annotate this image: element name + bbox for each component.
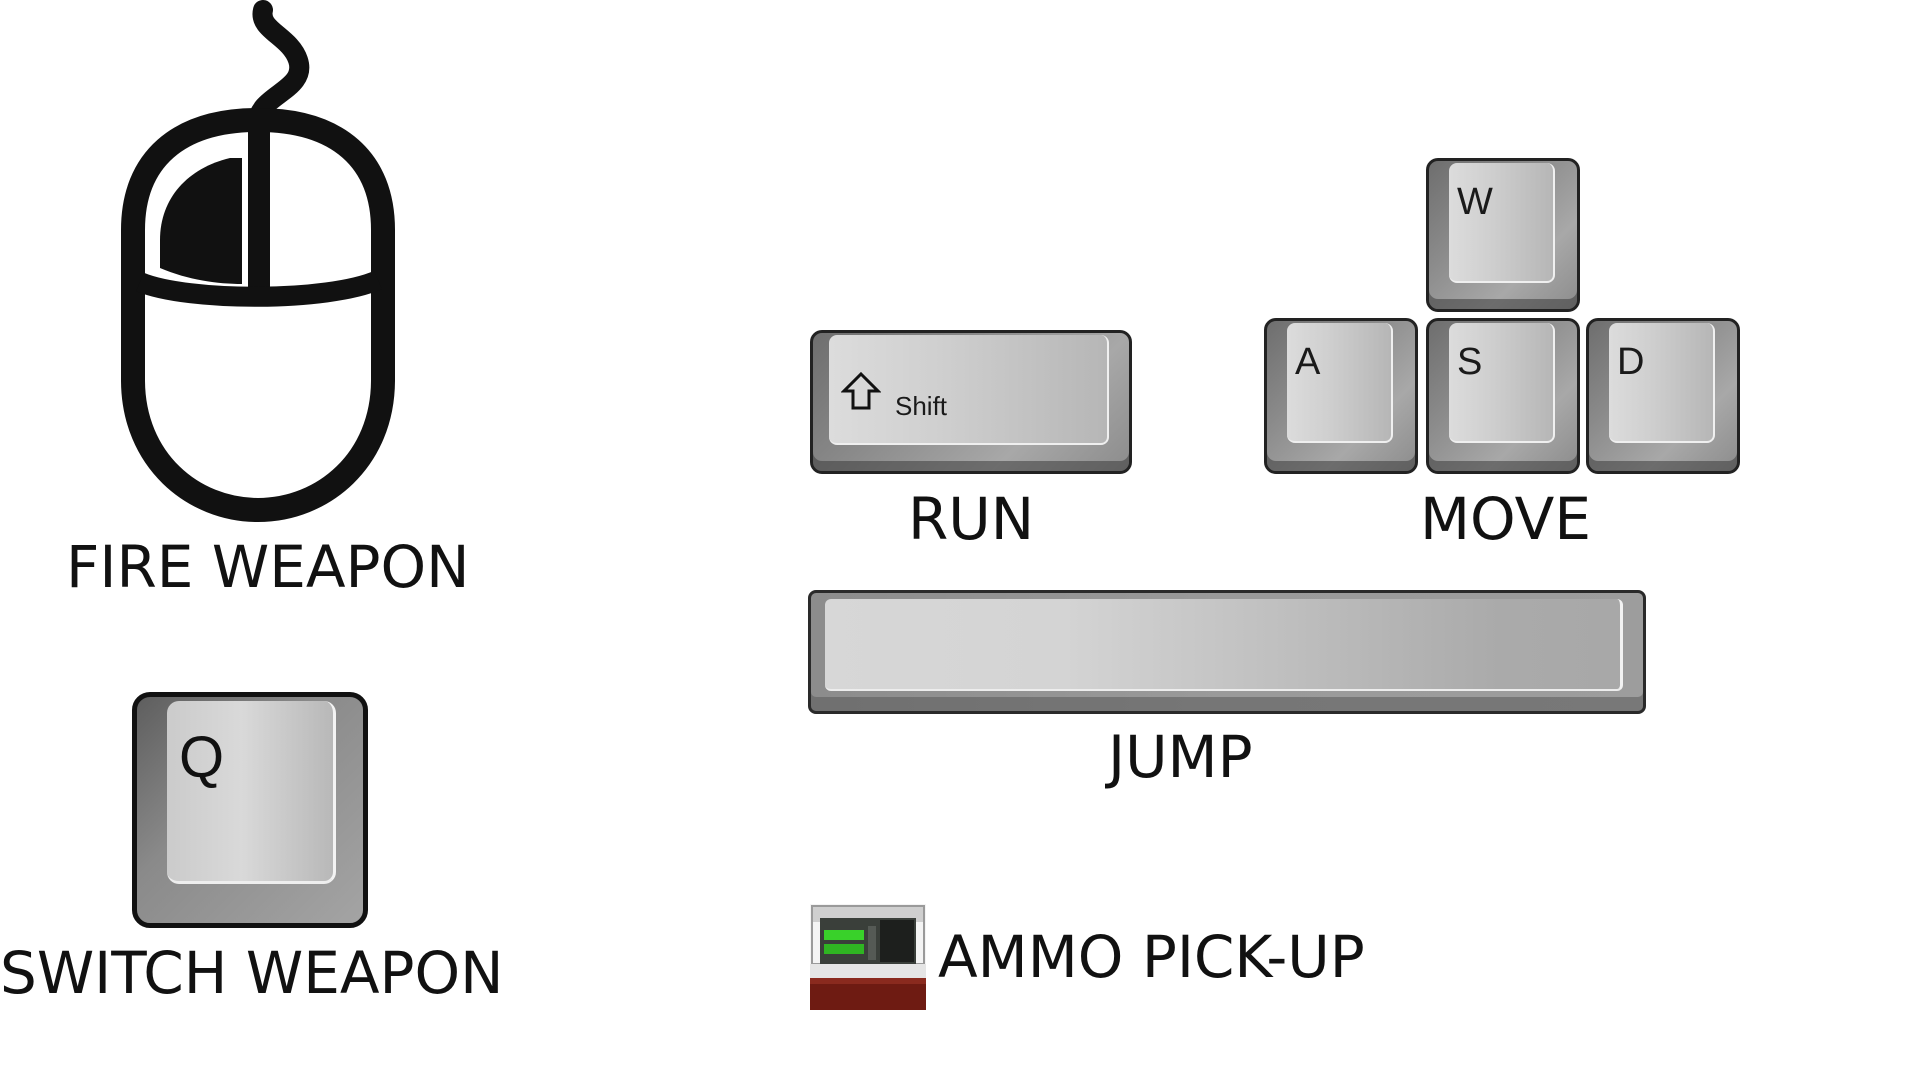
mouse-left-click-icon: [121, 0, 395, 523]
shift-arrow-icon: [841, 371, 881, 410]
d-key-legend: D: [1617, 341, 1645, 383]
a-key-legend: A: [1295, 341, 1321, 383]
ammo-pickup-caption: AMMO PICK-UP: [938, 923, 1365, 991]
fire-weapon-caption: FIRE WEAPON: [66, 533, 470, 601]
shift-key-legend: Shift: [895, 391, 948, 421]
w-key: W: [1426, 158, 1580, 312]
a-key: A: [1264, 318, 1418, 474]
jump-caption: JUMP: [1108, 723, 1253, 791]
switch-weapon-caption: SWITCH WEAPON: [0, 939, 504, 1007]
w-key-legend: W: [1457, 181, 1493, 223]
s-key: S: [1426, 318, 1580, 474]
q-key: Q: [132, 692, 368, 928]
move-caption: MOVE: [1420, 485, 1591, 553]
q-key-legend: Q: [179, 725, 225, 790]
ammo-crate-icon: [810, 904, 926, 1010]
spacebar-key: [808, 590, 1646, 714]
d-key: D: [1586, 318, 1740, 474]
s-key-legend: S: [1457, 341, 1483, 383]
run-caption: RUN: [908, 485, 1035, 553]
shift-key: Shift: [810, 330, 1132, 474]
